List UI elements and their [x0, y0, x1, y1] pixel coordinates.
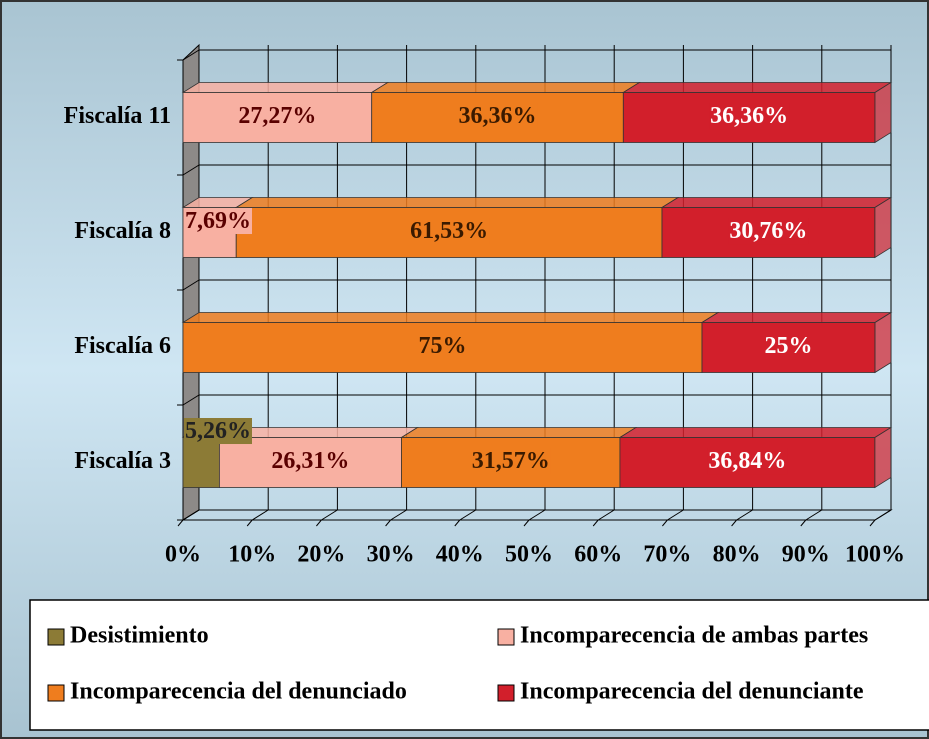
- x-tick: [662, 519, 668, 527]
- data-label: 36,36%: [459, 103, 537, 129]
- y-tick-label: Fiscalía 3: [74, 448, 171, 474]
- bar-end: [874, 426, 892, 489]
- x-tick-label: 100%: [845, 542, 905, 568]
- data-label-box: [270, 448, 351, 475]
- bar: [182, 437, 220, 488]
- wall-line: [182, 49, 200, 61]
- data-label: 27,27%: [238, 103, 316, 129]
- data-label: 36,36%: [710, 103, 788, 129]
- x-tick: [385, 519, 391, 527]
- x-tick: [731, 519, 737, 527]
- legend-label: Incomparecencia del denunciante: [520, 679, 864, 705]
- x-tick-label: 60%: [574, 542, 622, 568]
- data-label-box: [409, 218, 490, 245]
- floor-grid-line: [736, 509, 753, 521]
- data-label-box: [763, 333, 814, 360]
- x-tick: [800, 519, 807, 527]
- data-label: 61,53%: [410, 218, 488, 244]
- data-label: 30,76%: [729, 218, 807, 244]
- x-tick: [869, 519, 876, 527]
- x-tick: [316, 519, 322, 527]
- data-label: 26,31%: [271, 448, 349, 474]
- y-tick-label: Fiscalía 11: [64, 103, 171, 129]
- bar-top: [621, 82, 893, 93]
- x-tick: [177, 519, 184, 527]
- legend-box: [29, 599, 929, 731]
- data-label-box: [470, 448, 551, 475]
- bar-top: [370, 82, 641, 93]
- bar-top: [618, 427, 893, 438]
- data-label: 5,26%: [185, 418, 251, 444]
- x-tick-label: 20%: [297, 542, 345, 568]
- x-tick-label: 50%: [505, 542, 553, 568]
- data-label: 36,84%: [708, 448, 786, 474]
- x-tick: [592, 519, 599, 527]
- floor-grid-line: [874, 509, 892, 521]
- data-label: 31,57%: [472, 448, 550, 474]
- bar-top: [234, 197, 680, 208]
- bar-end: [874, 196, 892, 259]
- floor-grid-line: [597, 509, 615, 521]
- bar-top: [700, 312, 893, 323]
- data-label-box: [184, 208, 252, 235]
- wall-line: [182, 394, 200, 406]
- legend-swatch: [47, 684, 65, 702]
- bar-end: [874, 81, 892, 144]
- data-label: 25%: [765, 333, 813, 359]
- floor-grid-line: [182, 509, 200, 521]
- bar-top: [400, 427, 638, 438]
- legend-label: Incomparecencia del denunciado: [70, 679, 407, 705]
- wall-line: [182, 279, 200, 291]
- x-tick-label: 80%: [713, 542, 761, 568]
- x-tick-label: 30%: [367, 542, 415, 568]
- bar-end: [874, 311, 892, 374]
- x-tick-label: 10%: [228, 542, 276, 568]
- data-label-box: [707, 448, 788, 475]
- floor-grid-line: [251, 509, 269, 521]
- floor-grid-line: [459, 509, 477, 521]
- bar-top: [181, 82, 390, 93]
- bar-top: [181, 312, 720, 323]
- floor-grid-line: [667, 509, 684, 521]
- data-label: 7,69%: [185, 208, 251, 234]
- data-label-box: [417, 333, 468, 360]
- wall-line: [182, 164, 200, 176]
- x-tick-label: 40%: [436, 542, 484, 568]
- floor-grid-line: [321, 509, 338, 521]
- floor-grid-line: [528, 509, 546, 521]
- x-tick: [523, 519, 530, 527]
- data-label: 75%: [419, 333, 467, 359]
- y-tick-label: Fiscalía 6: [74, 333, 171, 359]
- legend-label: Desistimiento: [70, 623, 209, 649]
- data-label-box: [237, 103, 318, 130]
- bar: [235, 207, 663, 258]
- legend-swatch: [47, 628, 65, 646]
- x-tick: [246, 519, 253, 527]
- data-label-box: [709, 103, 790, 130]
- legend-swatch: [497, 684, 515, 702]
- x-tick-label: 90%: [782, 542, 830, 568]
- bar-top: [660, 197, 893, 208]
- x-tick-label: 0%: [165, 542, 201, 568]
- x-tick-label: 70%: [643, 542, 691, 568]
- legend-swatch: [497, 628, 515, 646]
- floor-grid-line: [805, 509, 823, 521]
- floor-grid-line: [390, 509, 407, 521]
- data-label-box: [184, 418, 252, 445]
- legend-label: Incomparecencia de ambas partes: [520, 623, 868, 649]
- y-tick-label: Fiscalía 8: [74, 218, 171, 244]
- x-tick: [454, 519, 461, 527]
- data-label-box: [457, 103, 538, 130]
- data-label-box: [728, 218, 809, 245]
